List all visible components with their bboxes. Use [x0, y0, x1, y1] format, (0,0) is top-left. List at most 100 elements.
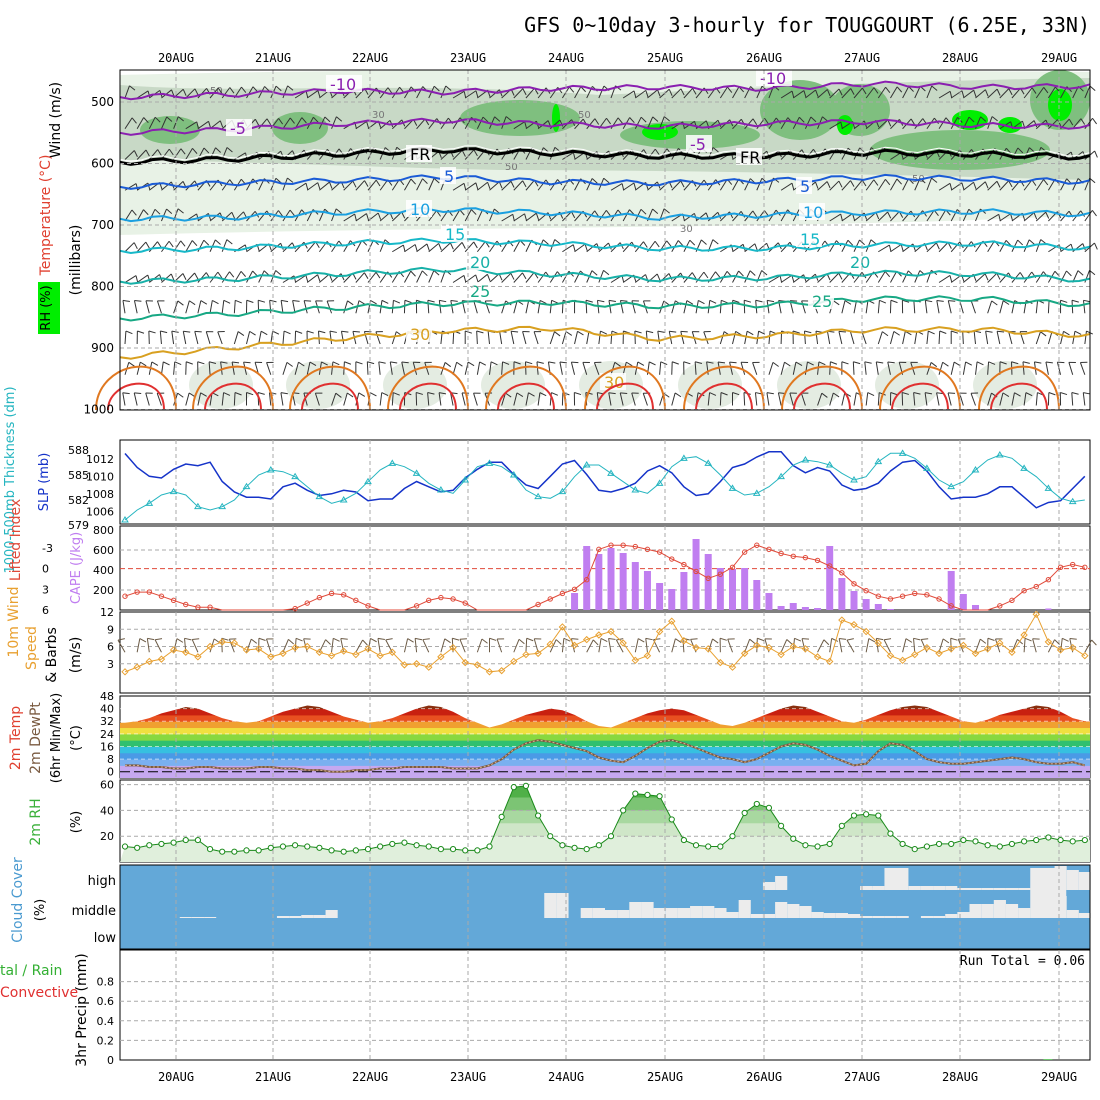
- wind-barb-upper: [926, 85, 933, 99]
- wind-barb-upper: [217, 331, 223, 345]
- wind-barb-upper-flag: [617, 117, 623, 124]
- xsec-ylabel-mb: (millibars): [68, 225, 84, 296]
- wind-barb-upper-flag: [695, 361, 703, 364]
- wind-barb-upper: [452, 330, 455, 345]
- thickness-marker-22: [388, 459, 397, 466]
- wind-barb-upper-flag: [367, 361, 375, 365]
- wind-barb-upper: [510, 331, 515, 345]
- wind-barb-upper: [756, 118, 766, 130]
- wind-barb-upper: [331, 361, 334, 375]
- wind-barb-10m-42: [634, 638, 639, 653]
- thickness-marker-14: [291, 472, 299, 480]
- wind-marker-39: [595, 631, 603, 639]
- wind-barb-upper: [926, 209, 935, 222]
- wind-barb-upper: [744, 118, 754, 130]
- wind-barb-upper: [194, 331, 199, 345]
- isotherm-label-13: 20: [850, 253, 870, 272]
- wind-barb-upper-flag: [1043, 87, 1049, 94]
- li-marker-65: [912, 590, 918, 597]
- cloud-mid-bar-39: [945, 914, 958, 918]
- precip-ytick-0.4: 0.4: [97, 1015, 115, 1028]
- rh2m-marker-4: [170, 839, 177, 846]
- wind-marker-61: [862, 627, 870, 636]
- wind-barb-upper: [754, 392, 758, 406]
- wind-barb-upper: [987, 361, 990, 375]
- isotherm-40-loop-1: [204, 382, 262, 411]
- wind-barb-upper: [205, 331, 211, 345]
- wind-barb-10m-16-flag: [325, 639, 331, 645]
- date-top-24AUG: 24AUG: [548, 51, 584, 65]
- wind-barb-upper: [659, 361, 662, 375]
- rh2m-marker-22: [389, 840, 396, 848]
- wind-barb-upper-flag: [163, 361, 170, 366]
- wind-barb-upper: [197, 392, 202, 406]
- wind-barb-upper-flag: [283, 330, 291, 335]
- wind-marker-2: [145, 657, 154, 666]
- thickness-marker-40: [607, 469, 615, 476]
- wind-barb-upper-flag: [996, 88, 1001, 96]
- wind-barb-upper-flag: [565, 331, 573, 336]
- li-marker-47: [693, 568, 699, 575]
- wind-barb-upper: [537, 179, 547, 191]
- wind-barb-upper-flag: [1019, 272, 1025, 279]
- wind-barb-upper: [950, 117, 958, 129]
- wind-barb-upper-flag: [134, 300, 142, 302]
- wind-barb-upper: [329, 331, 333, 345]
- rh2m-marker-27: [449, 845, 457, 853]
- thickness-marker-44: [655, 479, 664, 486]
- wind-barb-upper-flag: [998, 214, 1001, 222]
- wind-barb-upper: [1035, 392, 1038, 406]
- wind-barb-upper: [987, 392, 992, 406]
- wind-ytick-12: 12: [100, 606, 114, 619]
- wind-barb-upper-flag: [991, 116, 998, 122]
- wind-marker-72: [996, 639, 1004, 647]
- isotherm-label-15: 25: [812, 292, 832, 311]
- cloud-high-bar-1: [775, 876, 788, 890]
- wind-barb-upper: [973, 331, 976, 345]
- wind-marker-40: [607, 627, 615, 636]
- wind-barb-upper: [416, 243, 428, 253]
- rh2m-marker-66: [923, 843, 931, 850]
- rh2m-marker-74: [1021, 838, 1028, 845]
- isotherm-label-17: 30: [604, 373, 624, 392]
- wind-barb-upper-flag: [600, 330, 607, 335]
- isotherm-label-bg-15: [808, 292, 834, 309]
- thick-ytick-588: 588: [68, 444, 89, 457]
- rh2m-marker-31: [498, 813, 505, 820]
- wind-barb-upper-flag: [174, 361, 182, 365]
- wind-barb-upper-flag: [133, 242, 138, 250]
- temp-band-24: [120, 727, 1090, 735]
- wind-barb-upper: [707, 392, 711, 406]
- wind-ylabel-2: Speed: [24, 626, 40, 670]
- wind-barb-upper-flag: [254, 118, 260, 126]
- wind-barb-upper: [987, 88, 998, 99]
- li-marker-78: [1070, 561, 1076, 568]
- wind-barb-upper-flag: [961, 182, 965, 190]
- cloud-mid-bar-49: [1066, 910, 1079, 918]
- cape-bar-42: [631, 562, 639, 610]
- cloud-mid-bar-41: [969, 904, 982, 918]
- wind-barb-upper-flag: [861, 179, 867, 187]
- wind-barb-upper-flag: [226, 239, 233, 245]
- wind-barb-upper: [537, 392, 541, 406]
- slp-ytick-1010: 1010: [86, 470, 114, 483]
- wind-barb-upper: [938, 362, 944, 375]
- li-marker-77: [1057, 564, 1064, 570]
- wind-barb-upper-flag: [402, 244, 406, 252]
- wind-barb-upper-flag: [194, 88, 199, 96]
- wind-barb-upper-flag: [246, 392, 254, 396]
- rh2m-marker-36: [559, 842, 566, 849]
- wind-barb-upper-flag: [637, 361, 645, 366]
- wind-barb-upper-flag: [459, 209, 465, 216]
- wind-barb-upper-flag: [352, 330, 360, 333]
- wind-barb-upper-flag: [572, 244, 576, 252]
- cloud-mid-bar-13: [617, 910, 630, 918]
- wind-barb-upper-flag: [1094, 242, 1098, 250]
- wind-barb-upper-flag: [649, 361, 656, 366]
- wind-barb-upper-flag: [973, 182, 977, 189]
- wind-barb-upper-flag: [732, 299, 740, 304]
- wind-marker-15: [303, 642, 311, 651]
- wind-barb-upper-flag: [666, 240, 672, 247]
- wind-barb-10m-65-flag: [913, 637, 921, 641]
- wind-barb-10m-32: [513, 639, 520, 653]
